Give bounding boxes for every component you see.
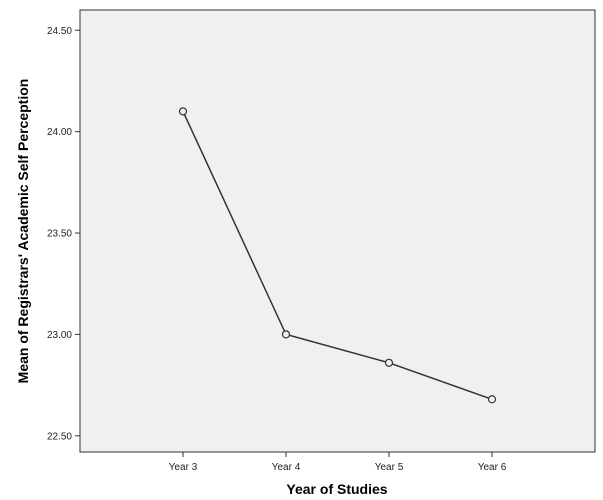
data-point: [384, 358, 394, 367]
y-tick-label: 23.50: [47, 229, 72, 240]
y-tick-label: 22.50: [47, 431, 72, 442]
x-axis-title: Year of Studies: [286, 481, 387, 497]
x-axis: Year 3 Year 4 Year 5 Year 6: [169, 452, 507, 473]
series-line: [182, 111, 493, 400]
x-tick-label: Year 6: [478, 462, 507, 473]
y-tick-label: 23.00: [47, 330, 72, 341]
y-axis: 22.50 23.00 23.50 24.00 24.50: [47, 26, 80, 442]
series-markers: [178, 107, 497, 404]
data-point: [178, 107, 188, 116]
y-tick-label: 24.50: [47, 26, 72, 37]
data-point: [487, 395, 497, 404]
plot-area: [79, 9, 596, 453]
data-point: [281, 330, 291, 339]
y-axis-title: Mean of Registrars' Academic Self Percep…: [15, 79, 31, 384]
x-tick-label: Year 4: [272, 462, 301, 473]
y-tick-label: 24.00: [47, 127, 72, 138]
x-tick-label: Year 5: [375, 462, 404, 473]
x-tick-label: Year 3: [169, 462, 198, 473]
